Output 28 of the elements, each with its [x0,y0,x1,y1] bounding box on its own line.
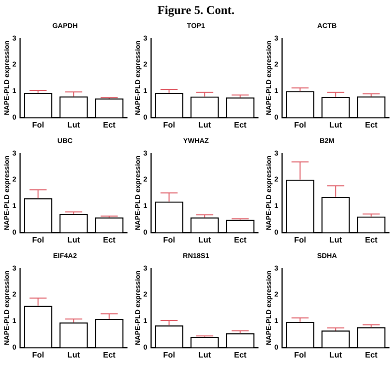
caption: Figure 5. Cont. [156,2,236,19]
x-tick-label: Lut [198,350,212,360]
x-tick-label: Lut [67,350,80,360]
x-tick-label: Ect [102,120,116,130]
x-tick-label: Ect [234,120,247,130]
x-tick-label: Fol [163,235,176,244]
x-tick-label: Lut [67,235,80,244]
x-tick-label: Ect [102,350,116,360]
x-tick-label: Ect [234,235,247,244]
x-tick-label: Fol [32,350,44,360]
x-tick-label: Fol [163,350,176,360]
x-tick-label: Lut [198,235,212,244]
x-tick-label: Fol [294,350,306,360]
x-tick-label: Ect [364,350,378,360]
x-tick-label: Fol [32,235,44,244]
x-tick-label: Lut [67,120,80,130]
x-tick-label: Ect [102,235,116,244]
x-tick-label: Fol [294,235,306,244]
x-tick-label: Fol [32,120,44,130]
x-tick-label: Ect [364,120,378,130]
x-tick-label: Fol [294,120,306,130]
x-tick-label: Lut [329,120,342,130]
x-tick-label: Lut [329,235,342,244]
x-tick-label: Ect [364,235,378,244]
x-tick-label: Ect [234,350,247,360]
x-tick-label: Fol [163,120,176,130]
x-tick-label: Lut [329,350,342,360]
x-tick-label: Lut [198,120,212,130]
